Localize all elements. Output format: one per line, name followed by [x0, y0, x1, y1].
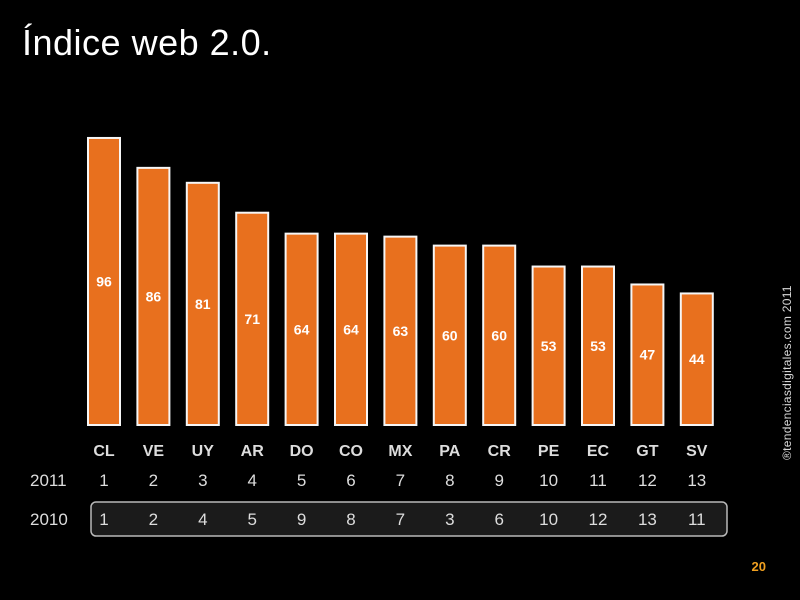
rank-value: 13 — [638, 510, 657, 529]
rank-value: 2 — [149, 471, 158, 490]
data-label: 81 — [195, 296, 211, 312]
rank-value: 8 — [445, 471, 454, 490]
rank-value: 9 — [297, 510, 306, 529]
category-label: CO — [339, 443, 363, 460]
bar — [136, 166, 171, 427]
bar — [383, 235, 418, 426]
rank-value: 3 — [198, 471, 207, 490]
rank-value: 4 — [198, 510, 207, 529]
rank-value: 10 — [539, 510, 558, 529]
bar — [87, 136, 121, 427]
bar — [630, 283, 665, 426]
rank-value: 5 — [297, 471, 306, 490]
rank-value: 7 — [396, 510, 405, 529]
data-label: 60 — [491, 327, 507, 343]
rank-value: 5 — [247, 510, 256, 529]
data-label: 60 — [442, 327, 458, 343]
data-label: 44 — [689, 351, 705, 367]
category-label: CR — [488, 443, 512, 460]
page-title: Índice web 2.0. — [22, 22, 272, 63]
rank-value: 7 — [396, 471, 405, 490]
rank-value: 8 — [346, 510, 355, 529]
bar — [185, 181, 220, 426]
rank-value: 9 — [494, 471, 503, 490]
page-number: 20 — [751, 559, 766, 574]
category-label: SV — [686, 443, 708, 460]
data-label: 96 — [96, 273, 112, 289]
bar — [531, 265, 566, 426]
data-label: 64 — [343, 321, 359, 337]
rank-row-label: 2010 — [30, 510, 68, 529]
copyright-text: ®tendenciasdigitales.com 2011 — [780, 285, 794, 460]
rank-value: 11 — [589, 471, 607, 490]
rank-value: 3 — [445, 510, 454, 529]
data-label: 71 — [244, 311, 260, 327]
rank-value: 12 — [589, 510, 608, 529]
bar — [284, 232, 319, 426]
data-label: 63 — [393, 323, 409, 339]
data-label: 53 — [541, 338, 557, 354]
category-label: AR — [241, 443, 265, 460]
category-label: EC — [587, 443, 610, 460]
category-label: MX — [388, 443, 412, 460]
bar — [679, 292, 714, 426]
rank-value: 10 — [539, 471, 558, 490]
category-label: GT — [636, 443, 658, 460]
rank-box-2010 — [90, 501, 728, 537]
rank-value: 12 — [638, 471, 657, 490]
rank-value: 4 — [247, 471, 256, 490]
rank-value: 11 — [688, 510, 706, 529]
data-label: 47 — [640, 347, 656, 363]
bar — [482, 244, 517, 426]
category-label: VE — [143, 443, 165, 460]
data-label: 64 — [294, 321, 310, 337]
bar — [432, 244, 467, 426]
category-label: DO — [290, 443, 314, 460]
category-label: PE — [538, 443, 560, 460]
bar — [334, 232, 368, 426]
category-label: CL — [93, 443, 115, 460]
rank-value: 13 — [687, 471, 706, 490]
data-label: 53 — [590, 338, 606, 354]
rank-value: 1 — [99, 510, 108, 529]
rank-value: 6 — [346, 471, 355, 490]
category-label: UY — [192, 443, 215, 460]
category-label: PA — [439, 443, 460, 460]
rank-value: 1 — [99, 471, 108, 490]
rank-row-label: 2011 — [30, 471, 67, 490]
bar — [235, 211, 270, 426]
rank-value: 6 — [494, 510, 503, 529]
rank-value: 2 — [149, 510, 158, 529]
data-label: 86 — [146, 288, 162, 304]
bar — [581, 265, 615, 426]
